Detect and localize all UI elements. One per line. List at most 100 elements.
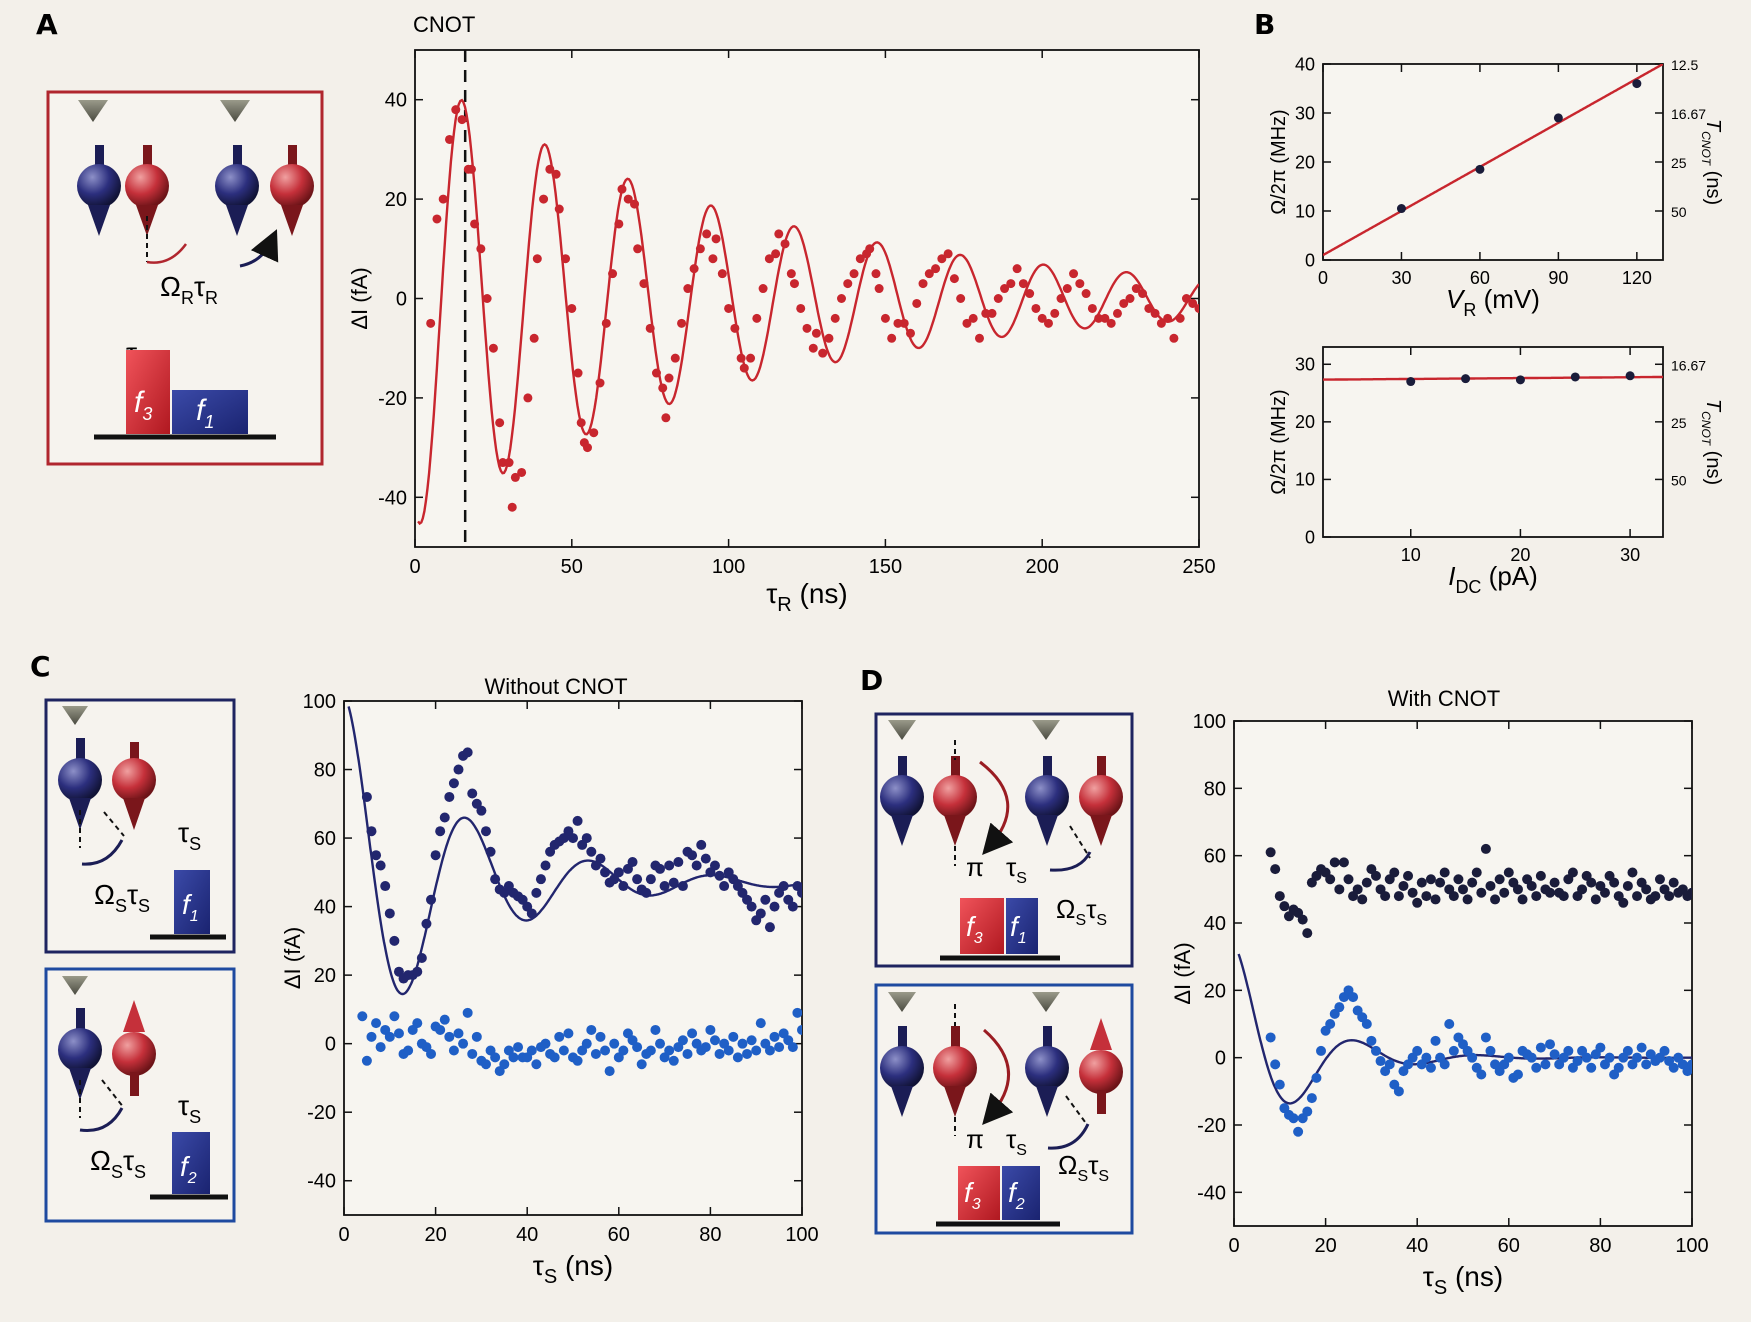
data-point	[412, 1018, 423, 1029]
data-point	[700, 1042, 711, 1053]
data-point	[618, 1045, 629, 1056]
rotation-arc-icon	[146, 243, 188, 264]
data-point	[1664, 891, 1675, 902]
data-point	[893, 318, 903, 328]
rabi-angle-label: ΩRτR	[160, 271, 218, 308]
data-point	[1503, 867, 1514, 878]
data-point	[1169, 333, 1179, 343]
data-point	[453, 1028, 464, 1039]
pulse-f1-label: f1	[1010, 911, 1027, 947]
data-point	[1181, 294, 1191, 303]
data-point	[421, 918, 432, 929]
data-point	[1188, 298, 1198, 308]
data-point	[1338, 857, 1349, 868]
x-tick-label: 40	[516, 1224, 538, 1246]
data-point	[1476, 1069, 1487, 1080]
data-point	[1175, 313, 1185, 323]
data-point	[526, 1045, 537, 1056]
data-point	[1334, 1002, 1345, 1013]
data-point	[1348, 992, 1359, 1003]
data-point	[1163, 313, 1173, 323]
data-point	[613, 867, 624, 878]
data-point	[1343, 874, 1354, 885]
data-point	[545, 164, 555, 174]
data-point	[1485, 880, 1496, 891]
y-tick-label: 0	[396, 289, 407, 311]
data-point	[581, 833, 592, 844]
data-point	[371, 1018, 382, 1029]
data-point	[1549, 1049, 1560, 1060]
rotation-axis-icon	[1069, 825, 1091, 859]
data-point	[535, 874, 546, 885]
data-point	[824, 333, 834, 343]
data-point	[1366, 1035, 1377, 1046]
data-point	[563, 1028, 574, 1039]
data-point	[962, 318, 972, 328]
data-point	[573, 368, 583, 378]
x-tick-label: 150	[869, 556, 902, 578]
data-point	[1316, 1045, 1327, 1056]
x-axis-label: τS (ns)	[533, 1250, 613, 1288]
data-point	[604, 1066, 615, 1077]
data-point	[480, 826, 491, 837]
data-point	[1641, 884, 1652, 895]
data-point	[673, 857, 684, 868]
data-point	[366, 1031, 377, 1042]
data-point	[987, 308, 997, 318]
stm-tip-icon	[220, 100, 250, 122]
data-point	[677, 318, 687, 328]
pulse-f3	[958, 1166, 1000, 1220]
rabi-angle-label: ΩSτS	[90, 1145, 146, 1182]
y-tick-label: 0	[325, 1034, 336, 1056]
y-tick-label: -20	[378, 388, 407, 410]
data-point	[1590, 894, 1601, 905]
data-point	[1421, 1052, 1432, 1063]
data-point	[1439, 867, 1450, 878]
inset-a: ΩRτR τR f3 f1	[46, 90, 324, 466]
pulse-f3-label: f3	[134, 386, 152, 424]
x-tick-label: 80	[1589, 1235, 1611, 1257]
data-point	[1302, 928, 1313, 939]
data-point	[789, 279, 799, 289]
data-point	[664, 373, 674, 383]
data-point	[1396, 204, 1406, 214]
data-point	[633, 244, 643, 254]
data-point	[924, 269, 934, 279]
data-point	[1467, 1052, 1478, 1063]
data-point	[1558, 891, 1569, 902]
data-point	[513, 1042, 524, 1053]
data-point	[1407, 887, 1418, 898]
data-point	[874, 284, 884, 294]
data-point	[1393, 891, 1404, 902]
y-tick-label: 60	[1204, 846, 1226, 868]
data-point	[568, 833, 578, 844]
data-point	[488, 343, 498, 353]
data-point	[655, 863, 666, 874]
pulse-f3-label: f3	[966, 911, 983, 947]
data-point	[742, 1048, 753, 1059]
y-axis-label: Ω/2π (MHz)	[1268, 389, 1290, 494]
data-point	[1100, 313, 1110, 323]
data-point	[974, 333, 984, 343]
data-point	[774, 229, 784, 239]
pulse-f3	[960, 898, 1004, 954]
data-point	[1043, 318, 1053, 328]
y2-axis-label: TCNOT (ns)	[1699, 119, 1724, 205]
rabi-angle-label: ΩSτS	[1058, 1150, 1109, 1185]
rotation-arc-icon	[79, 1107, 124, 1133]
x-axis-label: VR (mV)	[1446, 284, 1540, 320]
y2-tick-label: 16.67	[1671, 357, 1706, 373]
data-point	[601, 318, 611, 328]
data-point	[1595, 1042, 1606, 1053]
y2-tick-label: 50	[1671, 204, 1687, 220]
data-point	[507, 502, 517, 512]
data-point	[1480, 843, 1491, 854]
data-point	[705, 1024, 716, 1035]
data-point	[696, 839, 707, 850]
data-point	[787, 1042, 798, 1053]
data-point	[586, 1024, 597, 1035]
data-point	[600, 1045, 611, 1056]
data-point	[746, 1035, 757, 1046]
data-point	[1650, 891, 1661, 902]
data-point	[375, 1042, 386, 1053]
